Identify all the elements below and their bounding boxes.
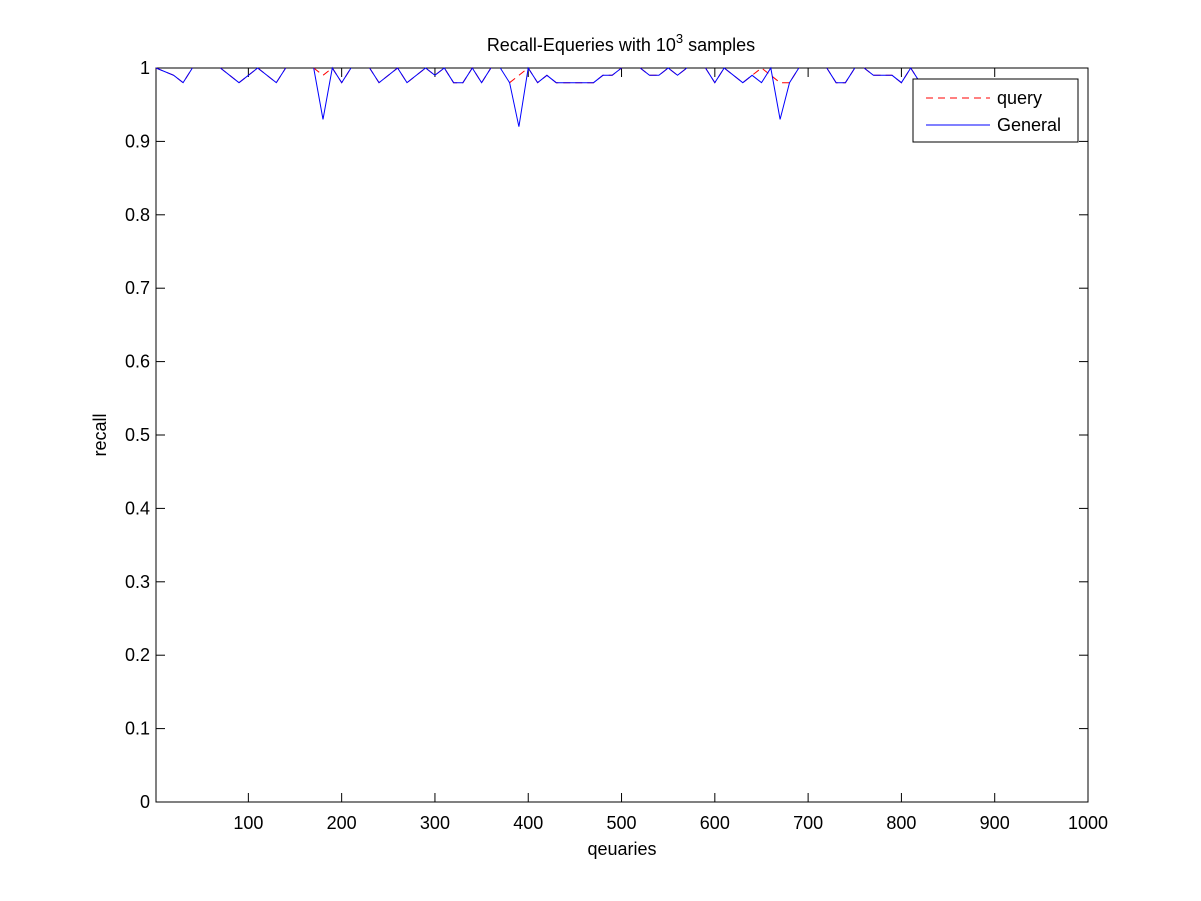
y-tick-label: 0.2 xyxy=(125,645,150,665)
series-line-general xyxy=(220,67,287,84)
x-axis: 100 200 300 400 500 600 700 800 900 1000 xyxy=(233,68,1108,833)
x-tick-label: 900 xyxy=(980,813,1010,833)
x-tick-label: 400 xyxy=(513,813,543,833)
series-line-general xyxy=(705,66,800,120)
x-tick-label: 300 xyxy=(420,813,450,833)
y-tick-label: 0.3 xyxy=(125,572,150,592)
x-tick-label: 600 xyxy=(700,813,730,833)
y-tick-label: 0.8 xyxy=(125,205,150,225)
series-layer xyxy=(155,66,921,127)
x-tick-label: 100 xyxy=(233,813,263,833)
series-line-general xyxy=(369,67,492,84)
chart-title-superscript: 3 xyxy=(676,31,683,46)
plot-area-frame xyxy=(155,67,1089,803)
y-tick-label: 0.6 xyxy=(125,352,150,372)
y-tick-label: 0.4 xyxy=(125,498,150,518)
y-tick-label: 0 xyxy=(140,792,150,812)
legend-label-query: query xyxy=(997,88,1042,108)
y-axis-label: recall xyxy=(90,413,110,456)
series-line-general xyxy=(313,66,352,120)
x-tick-label: 200 xyxy=(327,813,357,833)
series-line-general xyxy=(155,67,193,84)
series-line-general xyxy=(639,67,688,76)
legend-box xyxy=(912,78,1079,143)
x-axis-label: qeuaries xyxy=(587,839,656,859)
y-axis: 0 0.1 0.2 0.3 0.4 0.5 0.6 0.7 0.8 0.9 1 xyxy=(125,58,1088,812)
y-tick-label: 0.5 xyxy=(125,425,150,445)
chart-title-main: Recall-Equeries with 10 xyxy=(487,35,676,55)
series-line-general xyxy=(826,67,856,84)
legend: query General xyxy=(912,78,1079,143)
series-line-query xyxy=(509,67,622,84)
series-line-general xyxy=(499,66,622,127)
x-tick-label: 500 xyxy=(607,813,637,833)
x-tick-label: 1000 xyxy=(1068,813,1108,833)
chart-title: Recall-Equeries with 103 samples xyxy=(487,31,755,55)
y-tick-label: 1 xyxy=(140,58,150,78)
x-tick-label: 800 xyxy=(886,813,916,833)
chart-title-suffix: samples xyxy=(683,35,755,55)
legend-label-general: General xyxy=(997,115,1061,135)
y-tick-label: 0.7 xyxy=(125,278,150,298)
y-tick-label: 0.1 xyxy=(125,719,150,739)
x-tick-label: 700 xyxy=(793,813,823,833)
series-line-general xyxy=(863,67,921,84)
y-tick-label: 0.9 xyxy=(125,131,150,151)
